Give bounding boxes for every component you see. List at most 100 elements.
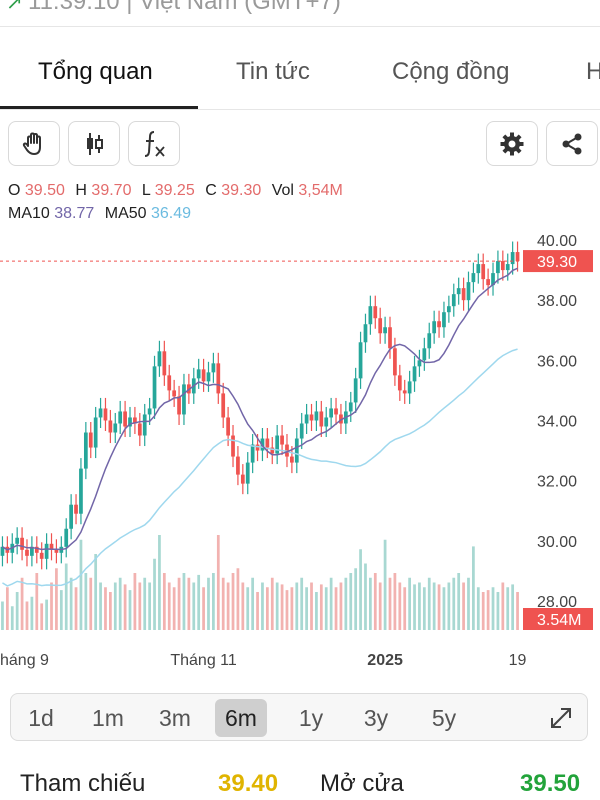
volume-bar (408, 577, 411, 630)
candle-body (427, 333, 432, 349)
volume-bar (265, 587, 269, 630)
candle-body (128, 417, 132, 427)
volume-bar (30, 596, 34, 630)
volume-bar (138, 582, 142, 630)
candle-body (481, 264, 486, 280)
volume-bar (403, 587, 407, 630)
candle-body (471, 273, 476, 283)
volume-bar (221, 577, 225, 630)
hand-tool-button[interactable] (8, 121, 60, 166)
tab-community[interactable]: Cộng đồng (392, 58, 510, 85)
range-1m-button[interactable]: 1m (92, 704, 124, 731)
candle-body (177, 396, 181, 415)
candle-body (172, 390, 177, 397)
volume-bar (177, 577, 181, 630)
candle-body (515, 252, 520, 262)
candle-body (152, 366, 157, 409)
volume-bar (197, 574, 201, 630)
volume-bar (516, 592, 519, 630)
volume-bar (280, 584, 284, 630)
candle-body (348, 402, 353, 412)
hand-icon (22, 132, 41, 155)
ohlc-readout: O 39.50 H 39.70 L 39.25 C 39.30 Vol 3,54… (8, 182, 349, 200)
volume-bar (148, 582, 151, 630)
y-tick-label: 34.00 (537, 413, 577, 430)
candle-body (265, 438, 270, 448)
range-6m-button[interactable]: 6m (215, 699, 267, 737)
tab-overview[interactable]: Tổng quan (38, 58, 153, 85)
volume-bar (339, 582, 343, 630)
volume-bar (5, 587, 9, 630)
volume-bar (378, 582, 382, 630)
candle-body (137, 423, 142, 436)
range-3y-button[interactable]: 3y (363, 704, 389, 731)
volume-bar (50, 582, 53, 630)
volume-bar (511, 584, 515, 630)
volume-bar (1, 601, 4, 630)
candle-body (442, 312, 446, 328)
candle-body (211, 363, 216, 373)
candle-body (118, 411, 123, 424)
indicators-button[interactable] (128, 121, 180, 166)
volume-bar (89, 577, 93, 630)
candle-body (113, 423, 118, 433)
candle-body (201, 369, 206, 382)
candle-body (147, 408, 152, 415)
candle-body (368, 306, 373, 325)
current-price-label: 39.30 (537, 254, 577, 271)
volume-bar (496, 592, 500, 630)
volume-bar (476, 587, 480, 630)
volume-bar (270, 577, 274, 630)
candle-body (388, 327, 392, 349)
volume-bar (10, 606, 14, 630)
close-value: 39.30 (221, 182, 262, 199)
expand-icon[interactable] (547, 704, 575, 732)
gear-icon (500, 132, 524, 155)
candle-body (363, 324, 368, 343)
candle-body (231, 435, 235, 457)
candle-body (196, 369, 201, 379)
candle-body (25, 549, 29, 556)
volume-bar (452, 577, 456, 630)
candle-body (39, 552, 44, 559)
volume-bar (55, 568, 58, 630)
candle-body (49, 543, 54, 550)
y-tick-label: 38.00 (537, 293, 577, 310)
candle-body (314, 411, 319, 421)
candle-body (133, 417, 137, 424)
range-3m-button[interactable]: 3m (159, 704, 191, 731)
range-1d-button[interactable]: 1d (28, 704, 54, 731)
volume-bar (84, 573, 88, 630)
low-label: L (141, 182, 151, 199)
chart-type-button[interactable] (68, 121, 120, 166)
volume-bar (246, 587, 250, 630)
share-button[interactable] (546, 121, 598, 166)
candle-body (486, 279, 490, 286)
volume-bar (364, 563, 367, 630)
function-fx-icon (144, 130, 165, 157)
range-5y-button[interactable]: 5y (431, 704, 457, 731)
tab-next[interactable]: H (586, 58, 600, 85)
volume-bar (467, 577, 470, 630)
price-chart[interactable]: 40.00 38.00 36.00 34.00 32.00 30.00 28.00 39.30… (0, 225, 600, 675)
candle-body (250, 444, 255, 463)
volume-bar (383, 539, 387, 630)
header-timestamp: 11:39:10 | Việt Nam (GMT+7) (28, 0, 341, 14)
tab-news[interactable]: Tin tức (236, 58, 310, 85)
y-tick-label: 30.00 (537, 534, 577, 551)
range-1y-button[interactable]: 1y (298, 704, 324, 731)
candle-body (236, 456, 240, 475)
settings-button[interactable] (486, 121, 538, 166)
tab-bar: Tổng quan Tin tức Cộng đồng H (0, 28, 600, 110)
volume-bar (472, 546, 475, 630)
volume-bar (275, 582, 279, 630)
volume-bar (172, 587, 176, 630)
volume-bar (59, 590, 63, 630)
candle-body (496, 261, 500, 274)
volume-bar (437, 584, 441, 630)
volume-bar (104, 587, 107, 630)
divider (0, 109, 600, 110)
volume-bar (295, 582, 299, 630)
volume-bar (315, 592, 318, 630)
candle-body (407, 381, 412, 394)
